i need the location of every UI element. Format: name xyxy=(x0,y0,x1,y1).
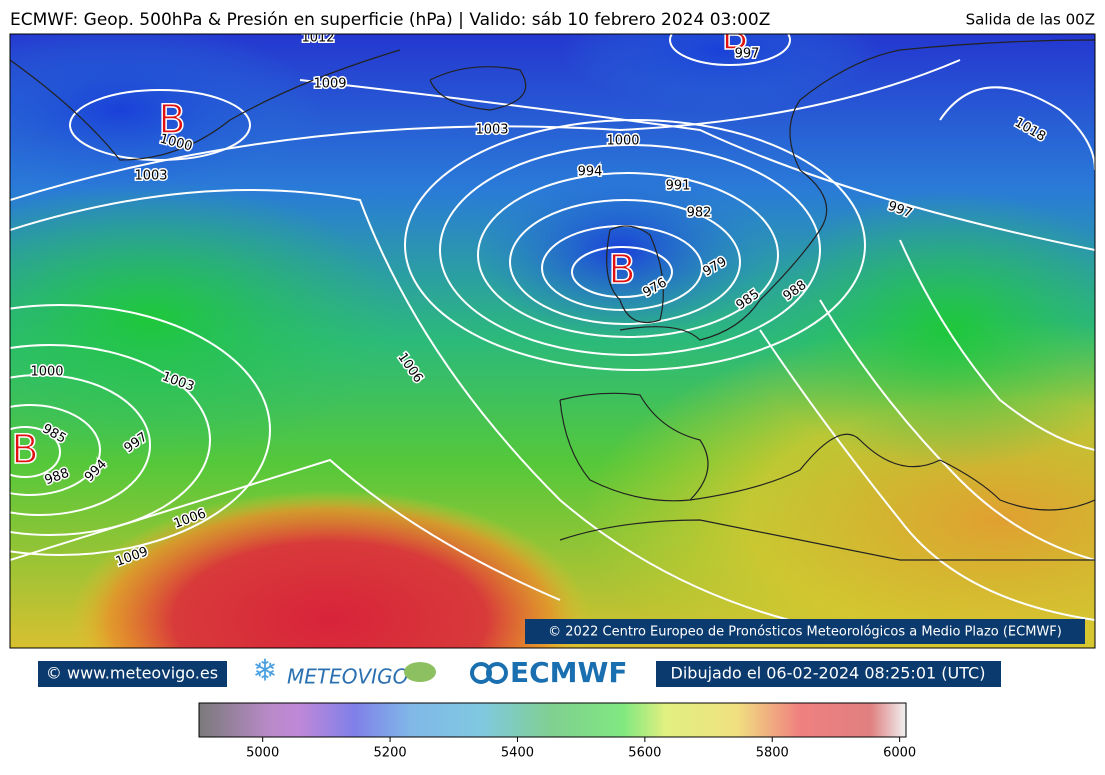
site: © www.meteovigo.es xyxy=(46,664,218,683)
cold-area xyxy=(470,160,770,340)
colorbar xyxy=(198,702,907,738)
colorbar-tick-label: 6000 xyxy=(883,746,916,761)
map: BBBB101210091003100010039971018100099499… xyxy=(10,13,1095,648)
logo-meteovigo: METEOVIGO xyxy=(287,665,408,689)
isobar-label: 1012 xyxy=(301,31,334,46)
drawn-date: Dibujado el 06-02-2024 08:25:01 (UTC) xyxy=(671,664,986,683)
low-marker: B xyxy=(721,13,748,59)
cold-area xyxy=(10,34,320,200)
colorbar-tick-label: 5000 xyxy=(246,746,279,761)
isobar-label: 1000 xyxy=(606,134,639,149)
isobars xyxy=(10,34,1095,641)
colorbar-tick-label: 5200 xyxy=(374,746,407,761)
site-box xyxy=(38,661,227,687)
isobar-label: 1003 xyxy=(134,169,167,184)
credit: © 2022 Centro Europeo de Pronósticos Met… xyxy=(548,625,1062,640)
colorbar-ticks: 5000 5200 5400 5600 5800 6000 xyxy=(246,737,916,761)
green-area xyxy=(750,190,1095,470)
leaf-icon xyxy=(404,662,436,682)
low-marker: B xyxy=(608,247,635,293)
isobar-label: 1000 xyxy=(30,365,63,380)
ecmwf-symbol xyxy=(470,662,508,684)
colorbar-tick-label: 5600 xyxy=(628,746,661,761)
isobar-label: 991 xyxy=(666,179,691,194)
map-frame xyxy=(9,33,1096,649)
low-marker: B xyxy=(11,427,38,473)
colorbar-tick-label: 5800 xyxy=(756,746,789,761)
credit-box xyxy=(525,619,1085,644)
coastlines xyxy=(10,39,1095,561)
cold-area xyxy=(560,34,880,110)
isobar-label: 997 xyxy=(735,47,760,62)
hot-area xyxy=(70,490,590,648)
isobar-label: 982 xyxy=(687,206,712,221)
isobar-label: 994 xyxy=(578,165,603,180)
isobar-label: 1003 xyxy=(475,123,508,138)
snowflake-icon: ❄ xyxy=(252,654,277,689)
title: ECMWF: Geop. 500hPa & Presión en superfi… xyxy=(10,10,770,30)
drawn-box xyxy=(656,661,1001,687)
run-label: Salida de las 00Z xyxy=(966,11,1095,29)
low-marker: B xyxy=(158,97,185,143)
colorbar-tick-label: 5400 xyxy=(501,746,534,761)
isobar-label: 1009 xyxy=(313,77,346,92)
logo-ecmwf: ECMWF xyxy=(510,656,628,689)
